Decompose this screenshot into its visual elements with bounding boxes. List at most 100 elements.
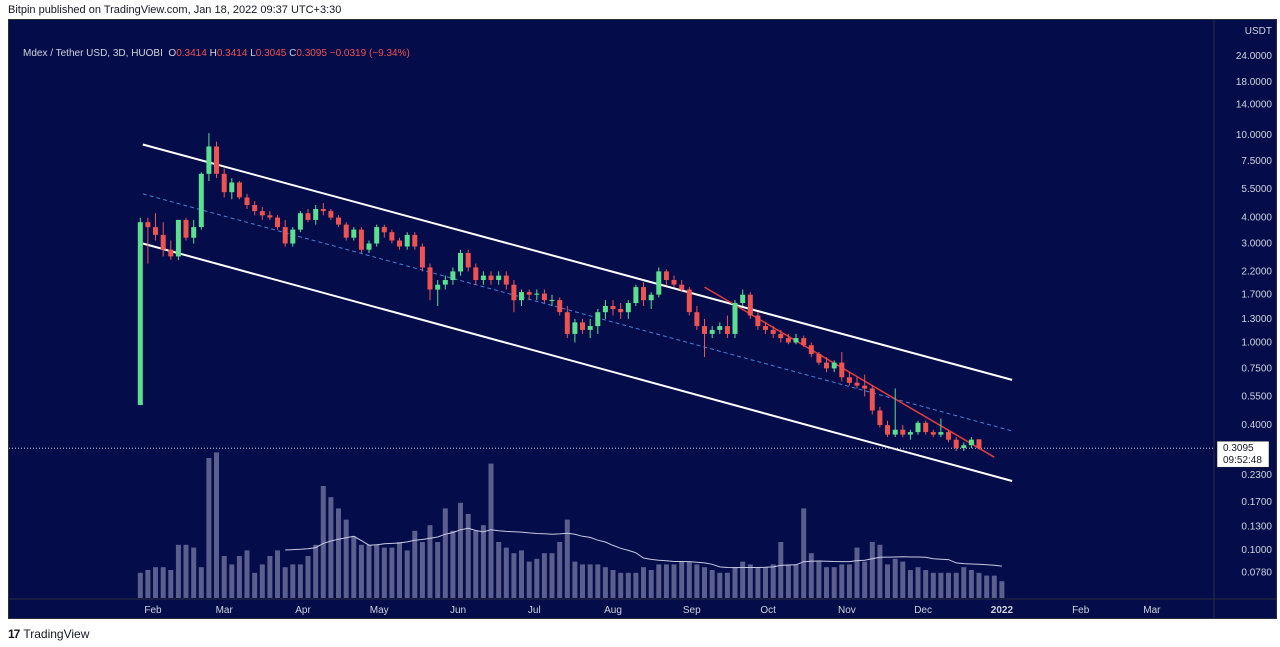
- volume-bar: [801, 508, 807, 598]
- volume-bar: [854, 547, 860, 598]
- brand-name[interactable]: TradingView: [23, 627, 90, 641]
- time-tick-label: Jul: [528, 605, 541, 616]
- volume-ma-layer: [285, 527, 1002, 569]
- candle-body: [519, 292, 524, 301]
- low-value: 0.3045: [255, 48, 287, 59]
- chart-area[interactable]: 24.0000 18.0000 14.0000 10.0000 7.5000 5.5000…: [8, 19, 1277, 619]
- volume-bar: [427, 525, 433, 598]
- candle: [137, 217, 143, 405]
- candle-body: [953, 439, 959, 448]
- candle-body: [183, 219, 189, 238]
- volume-bar: [473, 530, 479, 598]
- candle-body: [511, 284, 517, 301]
- candle-body: [320, 209, 326, 212]
- candle-body: [877, 410, 883, 425]
- candle-body: [854, 382, 860, 386]
- price-tick-label: 0.7500: [1241, 363, 1272, 374]
- candle: [389, 229, 395, 244]
- candle: [519, 289, 524, 306]
- candle-body: [534, 293, 540, 295]
- candle: [641, 282, 646, 306]
- candle-body: [961, 445, 967, 449]
- candle-body: [907, 432, 913, 435]
- volume-bar: [336, 508, 341, 598]
- candle: [915, 420, 921, 435]
- candle-body: [587, 326, 593, 330]
- candle: [862, 374, 868, 397]
- volume-bar: [930, 572, 936, 598]
- high-value: 0.3414: [216, 48, 248, 59]
- candle: [717, 322, 723, 334]
- candle-body: [862, 385, 868, 389]
- volume-bar: [663, 564, 669, 598]
- candle: [968, 437, 974, 448]
- candle: [458, 249, 463, 276]
- candle: [671, 275, 677, 288]
- volume-bar: [755, 567, 761, 598]
- candle-body: [831, 362, 837, 369]
- chart-svg[interactable]: 24.0000 18.0000 14.0000 10.0000 7.5000 5.5000…: [9, 20, 1276, 618]
- volume-bar: [320, 486, 326, 598]
- candle: [488, 271, 494, 285]
- volume-bar: [191, 547, 197, 598]
- candle: [465, 249, 471, 272]
- candle: [366, 240, 372, 253]
- price-axis[interactable]: 24.0000 18.0000 14.0000 10.0000 7.5000 5.5000…: [1213, 20, 1276, 618]
- candle: [663, 269, 669, 285]
- volume-bar: [488, 463, 494, 598]
- volume-bar: [572, 561, 578, 598]
- candle-body: [397, 240, 402, 247]
- open-label: O: [168, 48, 177, 59]
- candle-body: [641, 287, 646, 301]
- candle: [625, 300, 631, 319]
- volume-bar: [915, 567, 921, 598]
- volume-bar: [313, 544, 319, 598]
- candle-body: [366, 243, 372, 250]
- volume-bar: [275, 550, 280, 598]
- candle-body: [793, 338, 799, 343]
- candle: [358, 227, 364, 253]
- candle: [267, 211, 273, 220]
- candle: [763, 322, 768, 334]
- volume-bar: [221, 556, 227, 598]
- price-tick-label: 7.5000: [1241, 156, 1272, 167]
- currency-label: USDT: [1245, 26, 1272, 37]
- candle: [885, 420, 890, 438]
- volume-bar: [961, 567, 967, 598]
- candle: [473, 263, 479, 285]
- volume-bar: [374, 544, 380, 598]
- candle-body: [450, 271, 456, 280]
- volume-bar: [328, 497, 334, 598]
- candle: [702, 318, 707, 358]
- price-tick-label: 14.0000: [1236, 100, 1273, 111]
- time-axis[interactable]: Feb Mar Apr May Jun Jul Aug Sep Oct Nov Dec 2022 Feb…: [9, 598, 1276, 616]
- candle-body: [214, 146, 219, 174]
- candle-body: [480, 275, 486, 280]
- time-tick-label: Oct: [760, 605, 776, 616]
- price-tick-label: 1.3000: [1241, 314, 1272, 325]
- volume-bar: [900, 561, 906, 598]
- price-tick-label: 18.0000: [1236, 77, 1273, 88]
- price-axis-background: [1214, 20, 1276, 618]
- candle-body: [824, 362, 829, 369]
- candle-body: [473, 267, 479, 280]
- candle-body: [389, 232, 395, 241]
- candle: [778, 329, 784, 343]
- volume-bar: [229, 564, 235, 598]
- candle: [938, 418, 944, 438]
- candle: [618, 303, 624, 319]
- price-tick-label: 4.0000: [1241, 213, 1272, 224]
- volume-bar: [252, 572, 258, 598]
- time-tick-label: Feb: [144, 605, 162, 616]
- candle: [572, 318, 578, 343]
- candle: [496, 271, 502, 285]
- candle-body: [145, 222, 151, 228]
- candle: [351, 227, 357, 241]
- volume-bar: [305, 556, 311, 598]
- volume-bar: [145, 570, 151, 598]
- symbol-name[interactable]: Mdex / Tether USD, 3D, HUOBI: [23, 48, 163, 59]
- volume-bar: [541, 553, 547, 598]
- candle-body: [275, 217, 280, 228]
- candle: [252, 201, 258, 216]
- candle-body: [808, 345, 814, 354]
